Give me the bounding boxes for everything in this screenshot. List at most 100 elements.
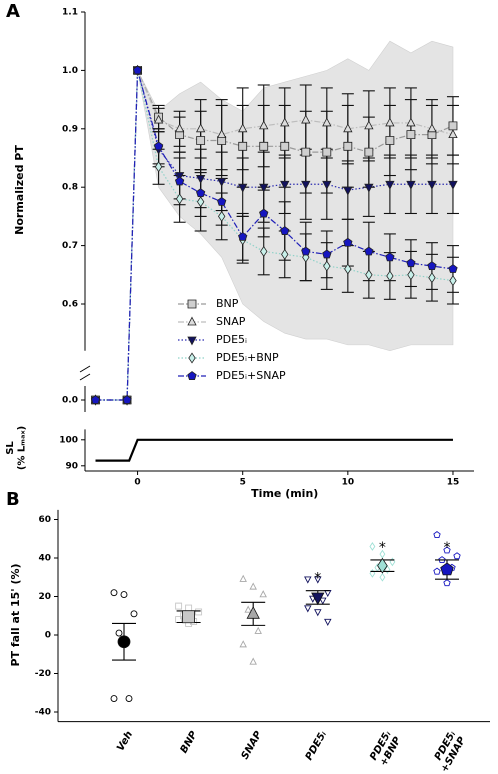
marker bbox=[407, 269, 415, 281]
marker bbox=[259, 208, 269, 218]
x-tick-label: 0 bbox=[134, 478, 140, 488]
data-point bbox=[244, 605, 252, 613]
marker bbox=[174, 172, 185, 181]
data-point bbox=[185, 604, 193, 612]
marker bbox=[386, 270, 394, 282]
significance: * bbox=[314, 571, 321, 587]
marker bbox=[132, 65, 143, 75]
marker bbox=[427, 123, 437, 133]
significance: * bbox=[444, 540, 451, 556]
x-tick-label: PDE5ᵢ+SNAP bbox=[429, 729, 468, 774]
data-point bbox=[125, 695, 133, 702]
legend-label: BNP bbox=[216, 297, 239, 310]
data-point bbox=[175, 602, 183, 610]
marker bbox=[427, 261, 437, 270]
marker bbox=[322, 249, 332, 259]
data-point bbox=[110, 695, 118, 702]
legend-marker bbox=[187, 371, 197, 380]
marker bbox=[122, 395, 132, 404]
x-tick-label: 10 bbox=[342, 478, 355, 488]
marker bbox=[301, 246, 311, 256]
legend-label: PDE5ᵢ+SNAP bbox=[216, 369, 286, 382]
series-line bbox=[95, 70, 454, 401]
y-tick-label: -20 bbox=[35, 669, 51, 679]
marker bbox=[174, 176, 185, 186]
marker bbox=[195, 175, 206, 184]
marker bbox=[364, 120, 374, 130]
marker bbox=[406, 117, 416, 127]
y-tick-label: 0.8 bbox=[62, 183, 78, 193]
sl-line bbox=[95, 438, 453, 462]
marker bbox=[448, 180, 458, 190]
data-point bbox=[369, 542, 376, 551]
marker bbox=[153, 114, 164, 124]
marker bbox=[196, 136, 206, 145]
x-tick-label: 5 bbox=[240, 478, 246, 488]
marker bbox=[238, 141, 248, 151]
mean-marker bbox=[117, 635, 131, 649]
marker bbox=[195, 123, 206, 133]
marker bbox=[238, 231, 248, 241]
mean-marker bbox=[182, 610, 195, 624]
x-tick-label: Veh bbox=[115, 730, 135, 754]
marker bbox=[322, 180, 332, 190]
legend-label: SNAP bbox=[216, 315, 246, 328]
marker bbox=[90, 395, 101, 404]
mean-marker bbox=[377, 557, 388, 574]
marker bbox=[344, 263, 352, 275]
data-point bbox=[453, 552, 461, 560]
marker bbox=[427, 180, 437, 190]
y-tick-label: 0.7 bbox=[62, 241, 78, 251]
marker bbox=[365, 269, 373, 281]
marker bbox=[343, 237, 353, 247]
marker bbox=[385, 136, 395, 145]
data-point bbox=[239, 640, 247, 648]
x-axis-label: Time (min) bbox=[251, 487, 318, 500]
y-tick-label: 0.6 bbox=[62, 300, 78, 310]
data-point bbox=[259, 590, 267, 598]
x-tick-label: 15 bbox=[447, 478, 460, 488]
mean-marker bbox=[440, 562, 454, 576]
marker bbox=[280, 226, 290, 235]
y-tick-label: 60 bbox=[38, 515, 51, 525]
marker bbox=[364, 246, 374, 256]
marker bbox=[174, 123, 185, 133]
marker bbox=[175, 193, 184, 205]
axis-break bbox=[79, 365, 91, 373]
data-point bbox=[120, 591, 128, 598]
marker bbox=[281, 248, 289, 260]
marker bbox=[322, 147, 332, 157]
marker bbox=[217, 177, 227, 187]
data-point bbox=[379, 549, 386, 559]
marker bbox=[280, 180, 290, 190]
marker bbox=[343, 186, 353, 196]
marker bbox=[385, 252, 395, 262]
data-point bbox=[389, 557, 396, 567]
data-point bbox=[324, 618, 332, 626]
y-tick-label: 0 bbox=[45, 631, 51, 641]
marker bbox=[364, 147, 374, 157]
data-point bbox=[369, 568, 376, 578]
y-tick-label: 40 bbox=[38, 554, 51, 564]
data-point bbox=[304, 605, 312, 613]
marker bbox=[280, 141, 290, 151]
data-point bbox=[110, 589, 118, 597]
y-tick-label: -40 bbox=[35, 708, 51, 718]
data-point bbox=[195, 608, 203, 616]
marker bbox=[153, 141, 164, 151]
data-point bbox=[309, 595, 317, 603]
marker bbox=[259, 141, 269, 151]
data-point bbox=[443, 579, 451, 587]
marker bbox=[343, 123, 353, 133]
data-point bbox=[438, 556, 446, 564]
legend-marker bbox=[188, 352, 196, 364]
marker bbox=[448, 121, 458, 131]
y-tick-label: 100 bbox=[59, 435, 78, 445]
marker bbox=[238, 123, 248, 133]
data-point bbox=[379, 572, 386, 582]
data-point bbox=[319, 597, 327, 605]
marker bbox=[448, 264, 458, 273]
marker bbox=[217, 196, 227, 206]
marker bbox=[238, 183, 248, 193]
